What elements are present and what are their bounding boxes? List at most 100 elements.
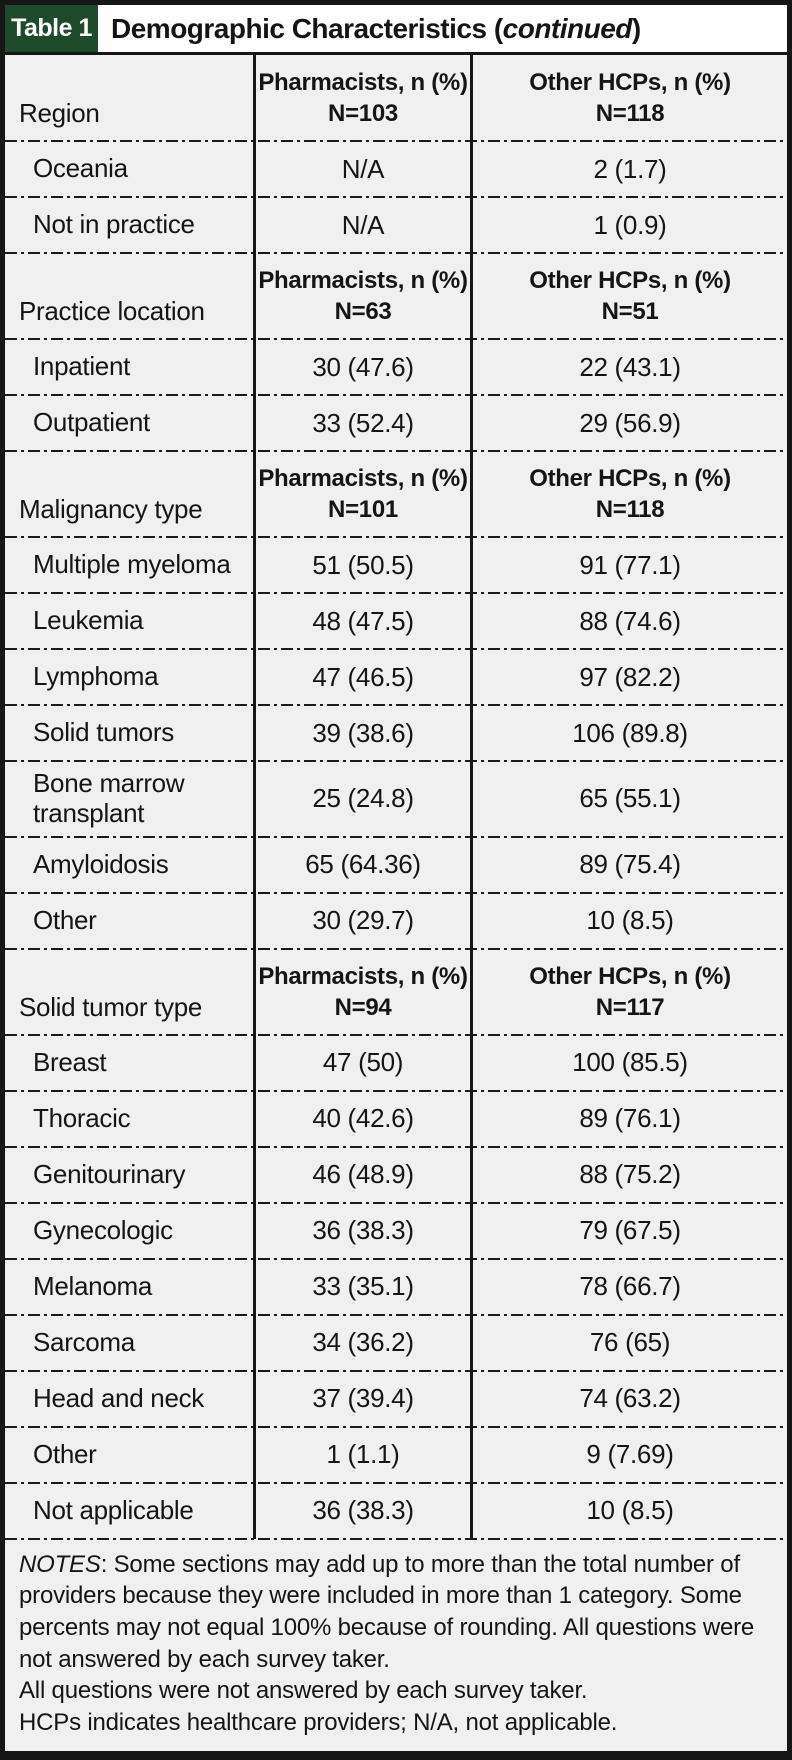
table-row: Other 30 (29.7) 10 (8.5) (5, 891, 787, 949)
table-title-continued: continued (502, 12, 633, 44)
notes-paragraph: NOTES: Some sections may add up to more … (19, 1549, 773, 1676)
column-header-n: N=118 (595, 496, 665, 523)
table-row: Bone marrow transplant 25 (24.8) 65 (55.… (5, 760, 787, 837)
other-hcps-value: 89 (76.1) (579, 1103, 681, 1134)
other-hcps-value: 89 (75.4) (579, 849, 681, 880)
pharmacists-value: N/A (256, 141, 473, 197)
row-label: Lymphoma (5, 649, 256, 705)
column-header-text: Other HCPs, n (%) (529, 266, 731, 294)
other-hcps-value: 2 (1.7) (593, 153, 667, 184)
row-label: Melanoma (5, 1258, 256, 1315)
notes-label: NOTES (19, 1550, 101, 1578)
row-label: Not in practice (5, 197, 256, 253)
column-header-n: N=103 (328, 100, 398, 127)
section-label: Malignancy type (5, 451, 256, 537)
column-header-n: N=94 (334, 993, 392, 1021)
pharmacists-value: 47 (46.5) (256, 649, 473, 705)
other-hcps-column-header: Other HCPs, n (%) N=118 (473, 451, 787, 537)
row-label: Inpatient (5, 339, 256, 395)
table-row: Amyloidosis 65 (64.36) 89 (75.4) (5, 835, 787, 893)
table-title-bar: Table 1 Demographic Characteristics (con… (5, 5, 787, 55)
other-hcps-value: 9 (7.69) (586, 1439, 674, 1470)
section-label: Solid tumor type (5, 948, 256, 1035)
pharmacists-value: 25 (24.8) (256, 761, 473, 837)
pharmacists-value: N/A (256, 197, 473, 253)
table-row: Multiple myeloma 51 (50.5) 91 (77.1) (5, 536, 787, 593)
other-hcps-value: 10 (8.5) (586, 905, 674, 936)
row-label: Multiple myeloma (5, 537, 256, 593)
row-label: Other (5, 892, 256, 949)
pharmacists-value: 40 (42.6) (256, 1090, 473, 1147)
pharmacists-value: 46 (48.9) (256, 1146, 473, 1203)
pharmacists-value: 48 (47.5) (256, 593, 473, 649)
row-label: Outpatient (5, 395, 256, 451)
pharmacists-value: 65 (64.36) (256, 836, 473, 893)
table-row: Leukemia 48 (47.5) 88 (74.6) (5, 592, 787, 649)
table-row: Outpatient 33 (52.4) 29 (56.9) (5, 394, 787, 451)
other-hcps-value: 22 (43.1) (579, 351, 681, 382)
pharmacists-value: 47 (50) (256, 1034, 473, 1091)
table-row: Lymphoma 47 (46.5) 97 (82.2) (5, 648, 787, 705)
column-header-n: N=118 (595, 100, 665, 127)
column-header-text: Pharmacists, n (%) (258, 266, 468, 294)
table-row: Not applicable 36 (38.3) 10 (8.5) (5, 1481, 787, 1539)
row-label: Not applicable (5, 1482, 256, 1539)
section-header-row: Malignancy type Pharmacists, n (%) N=101… (5, 450, 787, 537)
row-label: Gynecologic (5, 1202, 256, 1259)
pharmacists-column-header: Pharmacists, n (%) N=94 (256, 948, 473, 1035)
table-row: Solid tumors 39 (38.6) 106 (89.8) (5, 704, 787, 761)
pharmacists-value: 30 (47.6) (256, 339, 473, 395)
table-row: Inpatient 30 (47.6) 22 (43.1) (5, 338, 787, 395)
pharmacists-value: 51 (50.5) (256, 537, 473, 593)
pharmacists-column-header: Pharmacists, n (%) N=103 (256, 55, 473, 141)
column-header-n: N=117 (595, 993, 665, 1021)
row-label: Solid tumors (5, 705, 256, 761)
table-row: Melanoma 33 (35.1) 78 (66.7) (5, 1257, 787, 1315)
pharmacists-value: 1 (1.1) (256, 1426, 473, 1483)
column-header-n: N=63 (334, 298, 392, 325)
row-label: Breast (5, 1034, 256, 1091)
section-header-row: Practice location Pharmacists, n (%) N=6… (5, 252, 787, 339)
notes-line-2: All questions were not answered by each … (19, 1677, 588, 1705)
other-hcps-column-header: Other HCPs, n (%) N=51 (473, 253, 787, 339)
table-row: Head and neck 37 (39.4) 74 (63.2) (5, 1369, 787, 1427)
row-label: Oceania (5, 141, 256, 197)
pharmacists-value: 36 (38.3) (256, 1202, 473, 1259)
row-label: Head and neck (5, 1370, 256, 1427)
column-header-text: Pharmacists, n (%) (258, 464, 468, 492)
pharmacists-value: 34 (36.2) (256, 1314, 473, 1371)
row-label: Genitourinary (5, 1146, 256, 1203)
row-label: Leukemia (5, 593, 256, 649)
other-hcps-value: 97 (82.2) (579, 661, 681, 692)
table-row: Breast 47 (50) 100 (85.5) (5, 1033, 787, 1091)
table-title-text: Demographic Characteristics ( (111, 12, 503, 44)
pharmacists-value: 30 (29.7) (256, 892, 473, 949)
column-header-n: N=51 (601, 298, 659, 325)
other-hcps-value: 29 (56.9) (579, 407, 681, 438)
notes-line-3: HCPs indicates healthcare providers; N/A… (19, 1709, 618, 1737)
table-row: Other 1 (1.1) 9 (7.69) (5, 1425, 787, 1483)
row-label: Sarcoma (5, 1314, 256, 1371)
table-title: Demographic Characteristics (continued) (98, 5, 641, 52)
row-label: Amyloidosis (5, 836, 256, 893)
row-separator (5, 1537, 787, 1540)
other-hcps-value: 10 (8.5) (586, 1495, 674, 1526)
other-hcps-value: 100 (85.5) (572, 1047, 688, 1078)
table-row: Genitourinary 46 (48.9) 88 (75.2) (5, 1145, 787, 1203)
section-label: Region (5, 55, 256, 141)
other-hcps-column-header: Other HCPs, n (%) N=117 (473, 949, 787, 1035)
section-header-row: Region Pharmacists, n (%) N=103 Other HC… (5, 55, 787, 141)
pharmacists-column-header: Pharmacists, n (%) N=101 (256, 451, 473, 537)
row-label: Other (5, 1426, 256, 1483)
section-label: Practice location (5, 253, 256, 339)
column-header-text: Other HCPs, n (%) (529, 962, 731, 990)
pharmacists-value: 36 (38.3) (256, 1482, 473, 1539)
other-hcps-value: 1 (0.9) (593, 209, 667, 240)
pharmacists-value: 33 (35.1) (256, 1258, 473, 1315)
table-row: Oceania N/A 2 (1.7) (5, 140, 787, 197)
other-hcps-value: 88 (75.2) (579, 1159, 681, 1190)
column-header-text: Pharmacists, n (%) (258, 962, 468, 990)
other-hcps-value: 65 (55.1) (579, 783, 681, 814)
column-header-text: Pharmacists, n (%) (258, 68, 468, 96)
